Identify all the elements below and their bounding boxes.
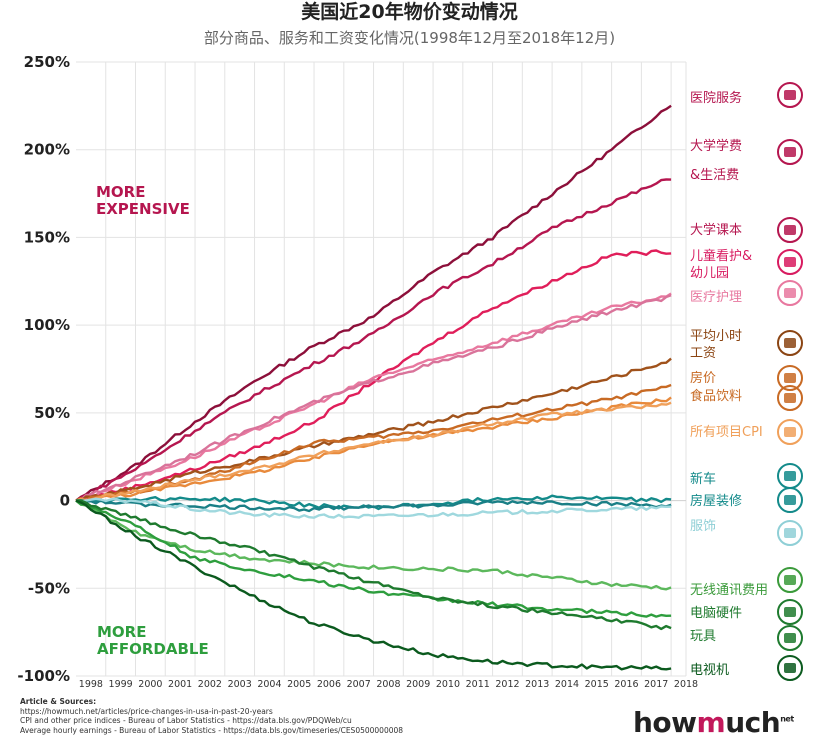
x-tick-label: 2002 (198, 679, 222, 690)
legend-label: 大学课本 (690, 222, 742, 238)
source-line[interactable]: https://howmuch.net/articles/price-chang… (20, 706, 273, 716)
tv-icon (777, 655, 803, 681)
series-line (75, 499, 672, 671)
legend-label: 儿童看护& (690, 248, 752, 264)
logo-net: net (780, 714, 794, 724)
series-line (75, 499, 672, 591)
x-tick-label: 1998 (79, 679, 103, 690)
food-icon (777, 385, 803, 411)
x-tick-label: 2006 (317, 679, 341, 690)
legend-label: &生活费 (690, 168, 739, 183)
price-change-chart: 1998 1999 2000 2001 2002 2003 2004 2005 2006 2007… (17, 53, 803, 690)
legend-label: 房屋装修 (690, 493, 742, 509)
family-icon (777, 249, 803, 275)
shirt-icon (777, 520, 803, 546)
chart-title: 美国近20年物价变动情况 (301, 1, 518, 23)
car-icon (777, 463, 803, 489)
x-tick-label: 2000 (138, 679, 162, 690)
series-line (76, 499, 672, 631)
legend-label: 玩具 (690, 629, 716, 644)
series-line (75, 104, 672, 502)
x-tick-label: 2009 (406, 679, 430, 690)
y-tick-label: 250% (24, 53, 70, 71)
series-line (75, 292, 672, 502)
house-paint-icon (777, 487, 803, 513)
x-tick-label: 2014 (555, 679, 579, 690)
legend-label: 电脑硬件 (690, 606, 742, 621)
legend-label: 医院服务 (690, 90, 742, 106)
more-expensive-line2: EXPENSIVE (96, 200, 190, 218)
series-line (75, 178, 672, 502)
x-tick-label: 2011 (466, 679, 490, 690)
x-tick-label: 2017 (644, 679, 668, 690)
logo-uch: uch (725, 706, 781, 739)
legend-label: 房价 (690, 370, 716, 386)
y-tick-label: 0 (60, 492, 70, 510)
y-tick-label: -100% (17, 667, 70, 685)
series-line (75, 249, 672, 502)
legend-label: 平均小时 (690, 329, 742, 344)
hospital-icon (777, 82, 803, 108)
legend-label: 食品饮料 (690, 388, 742, 404)
legend-label: 工资 (690, 346, 716, 361)
x-tick-label: 2007 (347, 679, 371, 690)
legend-label: 医疗护理 (690, 290, 742, 305)
computer-icon (777, 599, 803, 625)
x-tick-label: 2003 (228, 679, 252, 690)
series-line (75, 401, 672, 502)
x-tick-label: 2016 (614, 679, 638, 690)
more-affordable-label: MORE AFFORDABLE (97, 623, 209, 658)
plot-area (76, 62, 686, 676)
more-affordable-line1: MORE (97, 623, 146, 641)
legend-label: 无线通讯费用 (690, 583, 768, 598)
logo-how: how (633, 706, 697, 739)
legend-label: 大学学费 (690, 138, 742, 154)
sources-heading: Article & Sources: (20, 697, 97, 706)
legend-label: 新车 (690, 471, 716, 487)
legend-label: 幼儿园 (690, 266, 729, 281)
x-tick-label: 2015 (585, 679, 609, 690)
more-affordable-line2: AFFORDABLE (97, 640, 209, 658)
howmuch-logo[interactable]: howmuchnet (633, 706, 794, 739)
more-expensive-label: MORE EXPENSIVE (96, 183, 190, 218)
x-tick-label: 2010 (436, 679, 460, 690)
source-line[interactable]: CPI and other price indices - Bureau of … (20, 716, 352, 725)
x-tick-label: 2013 (525, 679, 549, 690)
y-tick-label: 150% (24, 228, 70, 246)
x-tick-label: 2004 (257, 679, 281, 690)
y-tick-label: 200% (24, 141, 70, 159)
legend-label: 电视机 (690, 663, 729, 678)
nurse-icon (777, 280, 803, 306)
legend-label: 所有项目CPI (690, 425, 763, 440)
books-icon (777, 217, 803, 243)
series-line (75, 294, 672, 502)
x-tick-label: 2008 (376, 679, 400, 690)
toy-icon (777, 625, 803, 651)
phone-icon (777, 567, 803, 593)
x-tick-label: 2012 (495, 679, 519, 690)
series-line (75, 499, 672, 513)
x-tick-label: 2018 (674, 679, 698, 690)
more-expensive-line1: MORE (96, 183, 145, 201)
chart-subtitle: 部分商品、服务和工资变化情况(1998年12月至2018年12月) (203, 29, 616, 47)
house-icon (777, 365, 803, 391)
y-tick-label: -50% (28, 579, 70, 597)
series-line (75, 357, 672, 503)
series-line (75, 497, 672, 519)
source-line[interactable]: Average hourly earnings - Bureau of Labo… (20, 725, 404, 735)
x-tick-label: 2001 (168, 679, 192, 690)
logo-m: m (696, 706, 726, 739)
x-tick-label: 2005 (287, 679, 311, 690)
price-tag-icon (777, 419, 803, 445)
y-tick-label: 50% (34, 404, 70, 422)
sources-block: Article & Sources: https://howmuch.net/a… (20, 697, 403, 735)
y-tick-label: 100% (24, 316, 70, 334)
x-tick-label: 1999 (109, 679, 133, 690)
series-line (75, 499, 672, 618)
clock-dollar-icon (777, 330, 803, 356)
legend-label: 服饰 (690, 519, 716, 534)
graduation-cap-icon (777, 139, 803, 165)
